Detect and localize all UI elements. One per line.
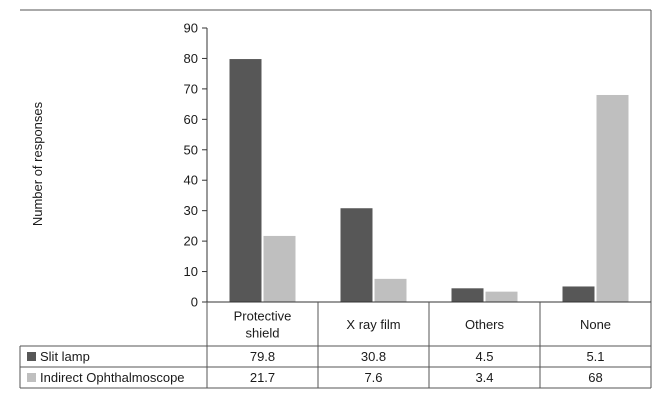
- category-label: X ray film: [346, 317, 400, 332]
- chart-border: [20, 9, 652, 388]
- y-tick-label: 30: [184, 203, 198, 218]
- data-value: 30.8: [361, 349, 386, 364]
- bar-slit-lamp: [229, 59, 262, 303]
- bars: [229, 59, 629, 303]
- data-value: 7.6: [364, 370, 382, 385]
- y-tick-label: 80: [184, 51, 198, 66]
- y-axis-label: Number of responses: [30, 101, 45, 226]
- data-value: 21.7: [250, 370, 275, 385]
- data-value: 4.5: [475, 349, 493, 364]
- data-value: 5.1: [586, 349, 604, 364]
- legend-label: Indirect Ophthalmoscope: [40, 370, 185, 385]
- y-tick-label: 10: [184, 264, 198, 279]
- category-label: Others: [465, 317, 505, 332]
- data-value: 79.8: [250, 349, 275, 364]
- legend-label: Slit lamp: [40, 349, 90, 364]
- bar-indirect-ophthalmoscope: [263, 235, 296, 302]
- bar-indirect-ophthalmoscope: [596, 94, 629, 302]
- category-label: None: [580, 317, 611, 332]
- bar-indirect-ophthalmoscope: [374, 278, 407, 302]
- y-tick-label: 0: [191, 295, 198, 310]
- category-label: shield: [246, 326, 280, 341]
- data-value: 68: [588, 370, 602, 385]
- bar-indirect-ophthalmoscope: [485, 291, 518, 302]
- y-tick-label: 50: [184, 142, 198, 157]
- y-tick-label: 90: [184, 21, 198, 36]
- data-table: Protective shield X ray film Others None Slit…: [19, 301, 652, 389]
- y-tick-label: 40: [184, 173, 198, 188]
- category-label: Protective: [234, 309, 292, 324]
- y-tick-label: 70: [184, 81, 198, 96]
- bar-slit-lamp: [451, 288, 484, 302]
- y-tick-label: 60: [184, 112, 198, 127]
- data-value: 3.4: [475, 370, 493, 385]
- bar-slit-lamp: [562, 286, 595, 302]
- legend-key: [27, 373, 36, 382]
- y-axis: 0 10 20 30 40 50 60 70 80 90: [184, 21, 208, 310]
- bar-slit-lamp: [340, 208, 373, 302]
- y-tick-label: 20: [184, 234, 198, 249]
- legend-key: [27, 352, 36, 361]
